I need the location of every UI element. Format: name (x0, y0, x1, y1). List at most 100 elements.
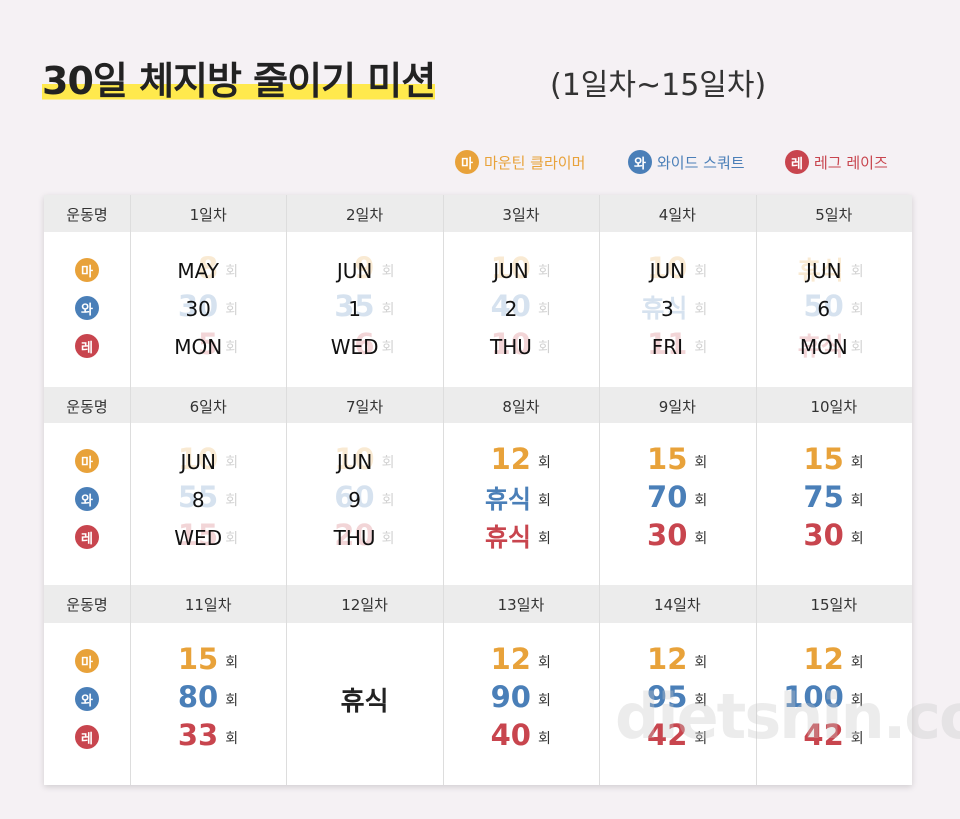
value: 60 (334, 480, 375, 514)
value: 15 (177, 518, 219, 552)
column-divider (599, 585, 601, 785)
date-stamp: JUN (493, 259, 529, 283)
legend-label: 레그 레이즈 (814, 154, 888, 172)
value: 10 (647, 251, 688, 285)
row-badge: 레 (75, 725, 99, 749)
unit: 회 (694, 302, 708, 318)
row-badge: 와 (75, 296, 99, 320)
watermark: dietshin.com (615, 680, 960, 753)
day-label: 3일차 (502, 206, 540, 224)
date-stamp: THU (490, 335, 532, 359)
value: 40 (490, 289, 531, 323)
row-badge: 마 (75, 649, 99, 673)
column-divider (130, 387, 131, 585)
column-divider (130, 585, 131, 785)
value: 12 (803, 642, 844, 676)
unit: 회 (538, 455, 551, 471)
value: 8 (198, 251, 219, 285)
title: 30일 체지방 줄이기 미션 (42, 50, 436, 105)
date-stamp: 30 (185, 297, 211, 321)
unit: 회 (381, 531, 395, 547)
legend-badge: 와 (628, 150, 652, 174)
value: 휴식 (484, 485, 531, 514)
subtitle: (1일차~15일차) (550, 68, 767, 103)
value: 휴식 (484, 523, 531, 552)
header-row (44, 585, 912, 623)
value: 12 (647, 642, 688, 676)
day-label: 4일차 (658, 206, 696, 224)
unit: 회 (381, 455, 395, 471)
value: 6 (354, 327, 375, 361)
row-badge: 레 (75, 525, 99, 549)
row-badge: 와 (75, 487, 99, 511)
day-label: 5일차 (815, 206, 853, 224)
value: 100 (783, 680, 844, 714)
header-row (44, 387, 912, 423)
unit: 회 (850, 455, 864, 471)
date-stamp: THU (333, 526, 376, 550)
value: 15 (647, 442, 688, 476)
unit: 회 (694, 340, 708, 356)
value: 70 (647, 480, 688, 514)
value: 11 (647, 327, 688, 361)
legend-label: 마운틴 클라이머 (484, 154, 586, 172)
value: 10 (177, 442, 219, 476)
date-stamp: 3 (661, 297, 674, 321)
date-stamp: FRI (651, 335, 684, 359)
value: 42 (647, 718, 688, 752)
day-label: 7일차 (346, 398, 384, 416)
value: 15 (803, 442, 844, 476)
value: 10 (490, 327, 531, 361)
unit: 회 (538, 731, 551, 747)
unit: 회 (694, 693, 708, 709)
unit: 회 (538, 340, 551, 356)
value: 55 (177, 480, 219, 514)
legend-label: 와이드 스쿼트 (657, 154, 745, 172)
day-label: 12일차 (341, 596, 388, 614)
value: 30 (647, 518, 688, 552)
unit: 회 (694, 493, 708, 509)
unit: 회 (850, 655, 864, 671)
row-badge: 마 (75, 449, 99, 473)
value: 30 (803, 518, 844, 552)
date-stamp: MON (174, 335, 223, 359)
date-stamp: WED (174, 526, 223, 550)
date-stamp: MAY (177, 259, 219, 283)
unit: 회 (225, 531, 239, 547)
value: 15 (177, 642, 219, 676)
unit: 회 (850, 493, 864, 509)
date-stamp: 6 (817, 297, 831, 321)
column-divider (755, 387, 757, 585)
date-stamp: 9 (348, 488, 361, 512)
unit: 회 (850, 340, 864, 356)
value: 12 (490, 642, 531, 676)
unit: 회 (538, 264, 551, 280)
unit: 회 (381, 340, 395, 356)
unit: 회 (225, 302, 239, 318)
day-label: 11일차 (184, 596, 232, 614)
day-label: 15일차 (810, 596, 858, 614)
value: 5 (198, 327, 219, 361)
unit: 회 (538, 655, 551, 671)
legend-badge: 마 (455, 150, 479, 174)
column-divider (442, 195, 444, 387)
unit: 회 (538, 493, 551, 509)
date-stamp: JUN (649, 259, 686, 283)
unit: 회 (225, 340, 239, 356)
value: 95 (647, 680, 688, 714)
column-divider (442, 585, 444, 785)
row-badge: 와 (75, 687, 99, 711)
unit: 회 (694, 264, 708, 280)
column-divider (286, 585, 288, 785)
unit: 회 (225, 693, 239, 709)
unit: 회 (850, 731, 864, 747)
value: 휴식 (797, 332, 844, 361)
date-stamp: JUN (336, 450, 373, 474)
unit: 회 (225, 655, 239, 671)
unit: 회 (850, 302, 864, 318)
date-stamp: JUN (180, 450, 216, 474)
date-stamp: 2 (504, 297, 518, 321)
unit: 회 (694, 655, 708, 671)
unit: 회 (538, 531, 551, 547)
row-header: 운동명 (66, 398, 108, 416)
